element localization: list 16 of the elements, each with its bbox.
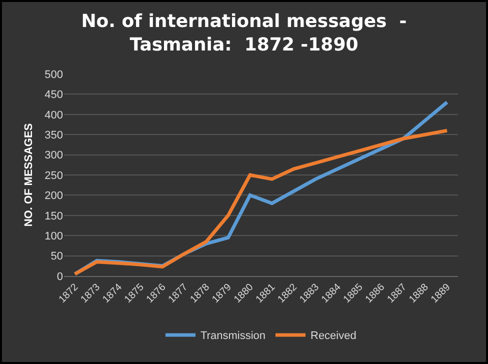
chart-title: No. of international messages - Tasmania: 1872 -1890 — [81, 11, 407, 56]
y-tick-label: 500 — [44, 68, 63, 81]
line-series — [73, 128, 449, 276]
y-tick-label: 400 — [44, 109, 63, 122]
y-tick-label: 350 — [44, 129, 63, 142]
y-axis-title: NO. OF MESSAGES — [23, 123, 35, 227]
legend-label: Transmission — [200, 330, 266, 342]
y-tick-label: 100 — [44, 230, 63, 242]
y-tick-label: 300 — [44, 150, 63, 162]
y-tick-label: 450 — [44, 89, 63, 102]
legend-label: Received — [310, 330, 356, 342]
y-tick-label: 0 — [56, 270, 63, 283]
y-tick-label: 250 — [44, 170, 63, 182]
y-tick-label: 200 — [44, 190, 63, 202]
y-tick-label: 50 — [50, 250, 63, 263]
y-tick-label: 150 — [44, 210, 63, 222]
